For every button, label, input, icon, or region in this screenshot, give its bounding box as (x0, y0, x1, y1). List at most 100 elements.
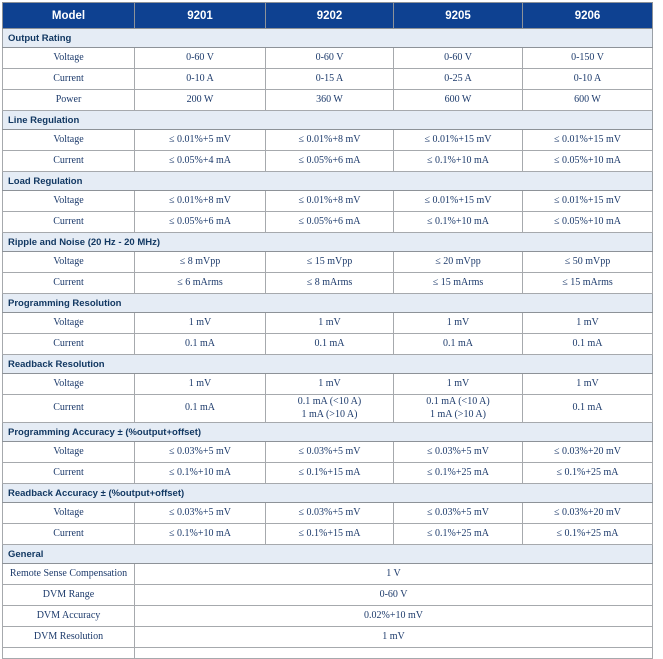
spec-row-voltage: Voltage ≤ 0.01%+8 mV ≤ 0.01%+8 mV ≤ 0.01%+1… (2, 190, 653, 212)
row-label: Voltage (2, 502, 135, 524)
spec-row-current: Current 0.1 mA 0.1 mA 0.1 mA 0.1 mA (2, 333, 653, 355)
value-cell: 0-10 A (522, 68, 653, 90)
row-label: Current (2, 462, 135, 484)
row-label: Power (2, 89, 135, 111)
model-spec-table: Model 9201 9202 9205 9206 Output Rating V… (2, 2, 653, 659)
value-cell: ≤ 15 mArms (522, 272, 653, 294)
spec-row-voltage: Voltage 1 mV 1 mV 1 mV 1 mV (2, 373, 653, 395)
section-title: Programming Resolution (2, 293, 653, 313)
spec-row-voltage: Voltage ≤ 0.03%+5 mV ≤ 0.03%+5 mV ≤ 0.03%+5… (2, 441, 653, 463)
partial-clipped-row (2, 647, 653, 659)
value-cell: ≤ 15 mVpp (265, 251, 394, 273)
value-cell: 0-60 V (134, 584, 653, 606)
value-cell: 0-150 V (522, 47, 653, 69)
section-title: Programming Accuracy ± (%output+offset) (2, 422, 653, 442)
value-cell: 1 mV (265, 373, 394, 395)
spec-row-voltage: Voltage 1 mV 1 mV 1 mV 1 mV (2, 312, 653, 334)
spec-row-power: Power 200 W 360 W 600 W 600 W (2, 89, 653, 111)
row-label: DVM Accuracy (2, 605, 135, 627)
value-cell: 0-60 V (134, 47, 266, 69)
value-cell: 0.1 mA (134, 333, 266, 355)
value-cell: ≤ 0.1%+25 mA (522, 523, 653, 545)
section-header-row-general: General (2, 544, 653, 564)
value-cell: 0.1 mA (<10 A) 1 mA (>10 A) (393, 394, 523, 423)
section-header-row-programming-resolution: Programming Resolution (2, 293, 653, 313)
value-cell: ≤ 8 mVpp (134, 251, 266, 273)
value-cell: ≤ 0.01%+15 mV (522, 129, 653, 151)
value-cell: ≤ 0.05%+6 mA (265, 150, 394, 172)
value-cell: ≤ 0.05%+6 mA (134, 211, 266, 233)
value-cell: ≤ 0.05%+6 mA (265, 211, 394, 233)
value-cell: ≤ 0.03%+5 mV (393, 441, 523, 463)
section-title: General (2, 544, 653, 564)
value-cell: ≤ 0.1%+10 mA (393, 211, 523, 233)
value-cell: 1 mV (134, 373, 266, 395)
value-cell: 0.02%+10 mV (134, 605, 653, 627)
value-cell: 1 mV (522, 373, 653, 395)
spec-row-current: Current 0.1 mA 0.1 mA (<10 A) 1 mA (>10 A)… (2, 394, 653, 423)
row-label: Current (2, 211, 135, 233)
value-cell: ≤ 0.03%+5 mV (265, 441, 394, 463)
section-header-row-load-regulation: Load Regulation (2, 171, 653, 191)
value-cell: ≤ 0.05%+10 mA (522, 150, 653, 172)
section-header-row-ripple-and-noise-20-hz-20-mhz: Ripple and Noise (20 Hz - 20 MHz) (2, 232, 653, 252)
value-cell: ≤ 0.1%+10 mA (393, 150, 523, 172)
spec-row-voltage: Voltage ≤ 8 mVpp ≤ 15 mVpp ≤ 20 mVpp ≤ 50 mV… (2, 251, 653, 273)
value-cell: ≤ 8 mArms (265, 272, 394, 294)
value-cell: 1 mV (265, 312, 394, 334)
section-header-row-readback-resolution: Readback Resolution (2, 354, 653, 374)
value-cell: ≤ 0.03%+5 mV (134, 502, 266, 524)
spec-row-voltage: Voltage ≤ 0.03%+5 mV ≤ 0.03%+5 mV ≤ 0.03%+5… (2, 502, 653, 524)
section-header-row-programming-accuracy-output-offset: Programming Accuracy ± (%output+offset) (2, 422, 653, 442)
header-cell-model: Model (2, 2, 135, 29)
spec-row-dvm-resolution: DVM Resolution 1 mV (2, 626, 653, 648)
value-cell: ≤ 0.03%+20 mV (522, 502, 653, 524)
value-cell: ≤ 0.05%+4 mA (134, 150, 266, 172)
row-label: Voltage (2, 190, 135, 212)
value-cell: ≤ 0.03%+5 mV (134, 441, 266, 463)
value-cell: ≤ 0.01%+8 mV (134, 190, 266, 212)
value-cell: ≤ 0.1%+15 mA (265, 523, 394, 545)
row-label: Current (2, 272, 135, 294)
row-label: Current (2, 523, 135, 545)
value-cell: ≤ 50 mVpp (522, 251, 653, 273)
value-cell: ≤ 0.01%+8 mV (265, 190, 394, 212)
value-cell: ≤ 0.1%+10 mA (134, 462, 266, 484)
row-label: Remote Sense Compensation (2, 563, 135, 585)
section-header-row-output-rating: Output Rating (2, 28, 653, 48)
value-cell: 1 mV (134, 312, 266, 334)
value-cell: ≤ 0.05%+10 mA (522, 211, 653, 233)
value-cell: ≤ 0.01%+15 mV (522, 190, 653, 212)
section-title: Load Regulation (2, 171, 653, 191)
spec-row-current: Current ≤ 0.1%+10 mA ≤ 0.1%+15 mA ≤ 0.1%+25… (2, 523, 653, 545)
value-cell: ≤ 0.1%+10 mA (134, 523, 266, 545)
value-cell: 0.1 mA (265, 333, 394, 355)
value-cell: 0-15 A (265, 68, 394, 90)
row-label: Current (2, 333, 135, 355)
header-cell-9202: 9202 (265, 2, 394, 29)
section-title: Ripple and Noise (20 Hz - 20 MHz) (2, 232, 653, 252)
value-cell: ≤ 0.01%+8 mV (265, 129, 394, 151)
value-cell: ≤ 0.03%+5 mV (265, 502, 394, 524)
value-cell: ≤ 6 mArms (134, 272, 266, 294)
value-cell: ≤ 0.01%+15 mV (393, 129, 523, 151)
value-cell: 1 mV (393, 312, 523, 334)
row-label: Current (2, 68, 135, 90)
value-cell: ≤ 15 mArms (393, 272, 523, 294)
spec-row-current: Current 0-10 A 0-15 A 0-25 A 0-10 A (2, 68, 653, 90)
value-cell: 0.1 mA (522, 394, 653, 423)
spec-row-remote-sense-compensation: Remote Sense Compensation 1 V (2, 563, 653, 585)
table-body: Output Rating Voltage 0-60 V 0-60 V 0-60 V 0-… (2, 28, 653, 659)
section-title: Line Regulation (2, 110, 653, 130)
value-cell: 200 W (134, 89, 266, 111)
value-cell: 1 mV (134, 626, 653, 648)
spec-row-voltage: Voltage ≤ 0.01%+5 mV ≤ 0.01%+8 mV ≤ 0.01%+1… (2, 129, 653, 151)
row-label: Current (2, 394, 135, 423)
value-cell: ≤ 20 mVpp (393, 251, 523, 273)
table-header: Model 9201 9202 9205 9206 (2, 2, 653, 29)
row-label: Voltage (2, 373, 135, 395)
spec-row-current: Current ≤ 6 mArms ≤ 8 mArms ≤ 15 mArms ≤ 15 … (2, 272, 653, 294)
header-cell-9206: 9206 (522, 2, 653, 29)
spec-row-current: Current ≤ 0.1%+10 mA ≤ 0.1%+15 mA ≤ 0.1%+25… (2, 462, 653, 484)
value-cell: 0-10 A (134, 68, 266, 90)
